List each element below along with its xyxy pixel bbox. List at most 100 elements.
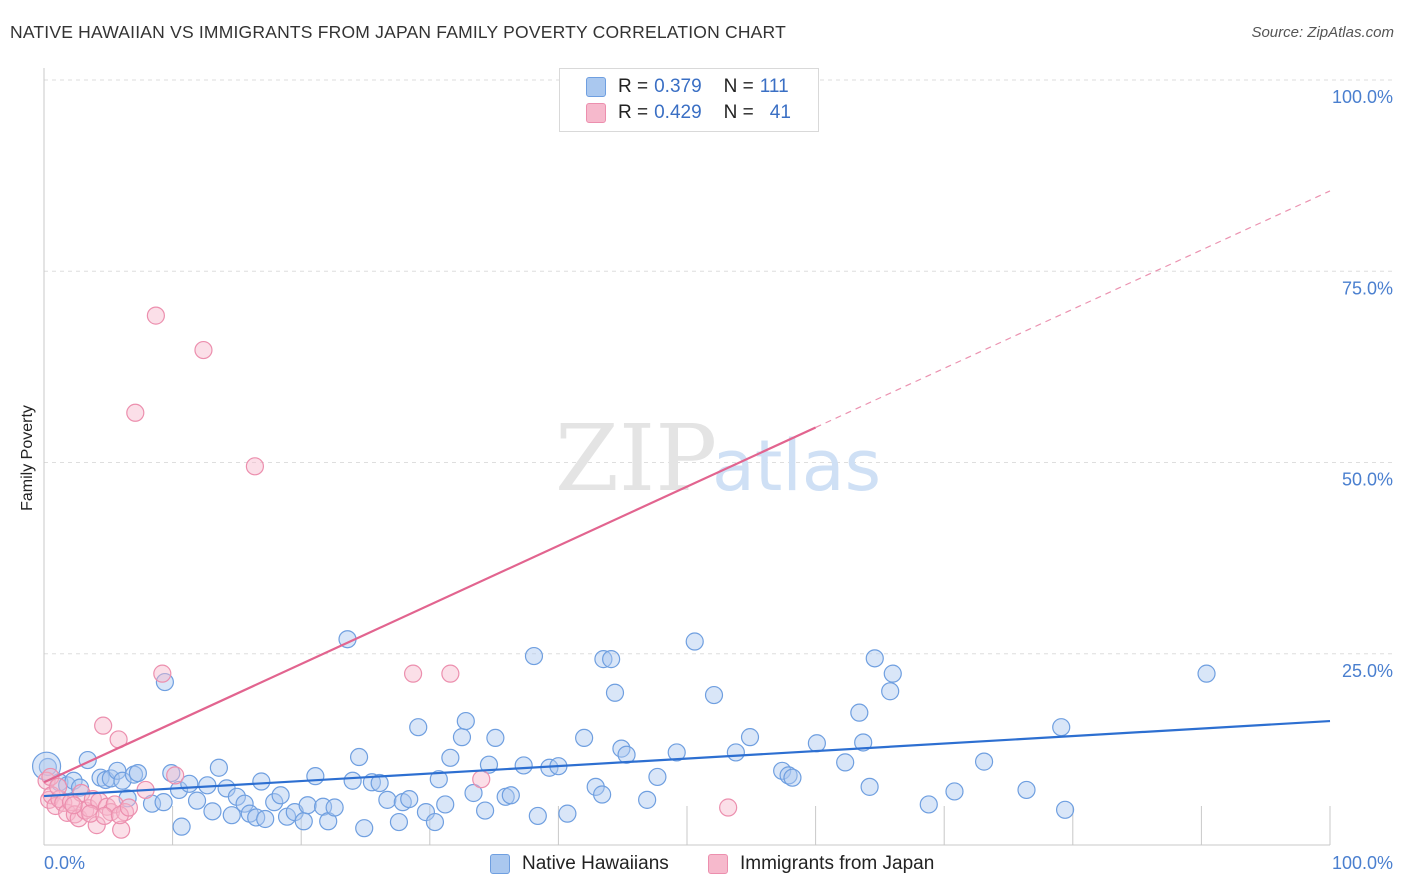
data-point	[836, 753, 855, 772]
y-tick-label: 75.0%	[1342, 278, 1393, 298]
data-point	[169, 780, 189, 800]
data-point	[378, 790, 397, 809]
data-point	[441, 664, 460, 683]
data-point	[974, 752, 994, 771]
data-point	[594, 650, 613, 669]
legend-n-label: N =	[723, 102, 754, 123]
data-point	[740, 728, 760, 747]
data-point	[1017, 780, 1036, 800]
x-tick-label: 0.0%	[44, 853, 85, 873]
data-point	[486, 728, 505, 748]
data-point	[617, 745, 636, 764]
data-point	[514, 756, 533, 775]
data-point	[881, 682, 900, 701]
trend-line-extension	[815, 190, 1331, 429]
data-point	[475, 801, 495, 820]
data-point	[349, 747, 369, 767]
watermark: ZIP atlas	[555, 405, 881, 512]
data-point	[94, 716, 113, 735]
data-point	[425, 812, 445, 832]
data-point	[409, 718, 428, 737]
data-point	[370, 773, 389, 793]
data-point	[883, 664, 902, 683]
gridlines	[44, 79, 1392, 655]
points-native-hawaiians	[31, 630, 1216, 838]
data-point	[256, 809, 275, 829]
correlation-legend: R = 0.379 N = 111 R = 0.429 N = 41	[559, 68, 819, 132]
data-point	[187, 791, 207, 810]
bottom-legend-immigrants-from-japan[interactable]: Immigrants from Japan	[708, 851, 934, 877]
data-point	[49, 777, 68, 796]
data-point	[605, 683, 625, 702]
data-point	[850, 703, 869, 722]
legend-swatch-pink	[586, 103, 606, 123]
y-tick-label: 50.0%	[1342, 470, 1393, 490]
data-point	[294, 812, 313, 831]
points-immigrants-from-japan	[37, 306, 738, 839]
data-point	[166, 766, 185, 785]
data-point	[945, 782, 964, 801]
data-point	[389, 812, 409, 832]
data-point	[452, 728, 472, 747]
trend-lines	[43, 190, 1331, 798]
data-point	[194, 340, 213, 360]
data-point	[854, 733, 873, 752]
data-point	[87, 816, 106, 835]
y-tick-label: 100.0%	[1332, 87, 1393, 107]
data-point	[247, 808, 266, 827]
data-point	[105, 795, 124, 814]
data-point	[472, 770, 491, 789]
data-point	[95, 806, 114, 826]
data-point	[575, 728, 594, 748]
data-point	[1055, 800, 1075, 819]
data-point	[126, 403, 145, 422]
data-point	[464, 783, 483, 803]
legend-r-value: 0.429	[654, 102, 702, 123]
data-point	[593, 785, 612, 804]
data-point	[403, 664, 423, 683]
data-point	[456, 711, 475, 731]
data-point	[355, 819, 374, 838]
data-point	[441, 748, 460, 767]
data-point	[602, 650, 621, 669]
data-point	[146, 306, 165, 325]
data-point	[306, 767, 325, 786]
data-point	[113, 771, 132, 790]
data-point	[783, 768, 802, 787]
trend-line	[43, 719, 1331, 798]
legend-r-label: R =	[618, 102, 649, 123]
series-swatch-pink	[708, 854, 728, 874]
legend-n-label: N =	[723, 76, 754, 97]
data-point	[245, 457, 265, 476]
data-point	[81, 804, 100, 823]
data-point	[1197, 664, 1216, 683]
data-point	[1052, 718, 1071, 737]
data-point	[112, 820, 131, 839]
data-point	[265, 793, 284, 812]
data-point	[773, 761, 792, 780]
y-tick-label: 25.0%	[1342, 661, 1393, 681]
data-point	[685, 632, 704, 651]
data-point	[298, 796, 317, 815]
watermark-atlas: atlas	[712, 425, 881, 507]
data-point	[172, 817, 191, 836]
data-point	[271, 786, 290, 805]
legend-r-label: R =	[618, 76, 649, 97]
tick-labels: 25.0% 50.0% 75.0% 100.0% 0.0% 100.0%	[44, 87, 1393, 873]
bottom-legend-native-hawaiians[interactable]: Native Hawaiians	[490, 851, 669, 877]
legend-n-value: 41	[769, 102, 791, 123]
data-point	[203, 802, 222, 821]
data-point	[222, 806, 241, 825]
data-point	[153, 664, 172, 683]
legend-row-immigrants-from-japan: R = 0.429 N = 41	[586, 101, 791, 125]
data-point	[704, 685, 724, 705]
series-label: Native Hawaiians	[522, 853, 669, 874]
legend-r-value: 0.379	[654, 76, 702, 97]
data-point	[558, 804, 577, 823]
data-point	[436, 795, 455, 814]
data-point	[524, 646, 544, 666]
data-point	[325, 798, 344, 817]
data-point	[648, 767, 667, 787]
data-point	[719, 798, 738, 817]
